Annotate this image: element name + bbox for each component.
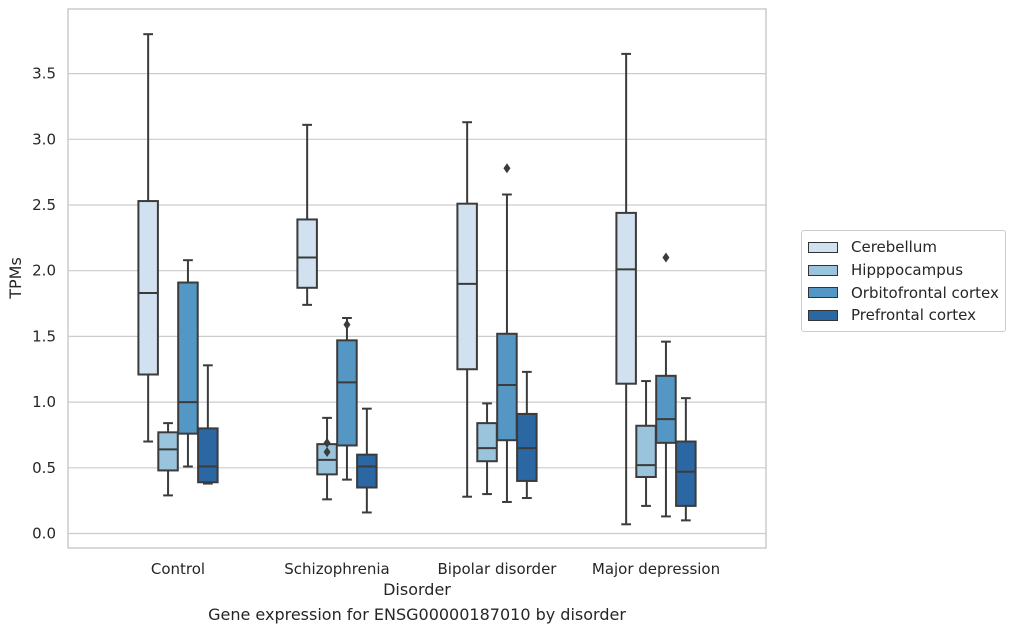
box-body	[336, 339, 358, 447]
legend-item: Hipppocampus	[808, 259, 1005, 282]
box-body	[496, 332, 518, 442]
y-tick-label: 2.0	[32, 262, 56, 280]
y-tick-label: 3.0	[32, 130, 56, 148]
box-cerebellum	[296, 123, 318, 306]
legend: Cerebellum Hipppocampus Orbitofrontal cort…	[801, 230, 1006, 332]
box-prefrontal-cortex	[356, 407, 378, 514]
y-axis-label: TPMs	[6, 257, 25, 300]
legend-item: Orbitofrontal cortex	[808, 281, 1005, 304]
box-hipppocampus	[316, 416, 338, 501]
box-body	[675, 440, 697, 507]
y-tick-label: 0.0	[32, 525, 56, 543]
box-body	[157, 431, 179, 472]
box-prefrontal-cortex	[197, 364, 219, 485]
x-tick-label: Bipolar disorder	[438, 560, 558, 578]
legend-label: Orbitofrontal cortex	[851, 283, 999, 302]
boxes	[137, 33, 697, 526]
plot-area-frame	[67, 8, 767, 549]
legend-label: Hipppocampus	[851, 261, 964, 280]
box-body	[456, 202, 478, 371]
x-tick-label: Major depression	[592, 560, 720, 578]
outlier-point	[343, 319, 351, 330]
y-tick-label: 3.5	[32, 65, 56, 83]
legend-label: Prefrontal cortex	[851, 306, 976, 325]
box-body	[615, 211, 637, 385]
box-prefrontal-cortex	[516, 370, 538, 500]
box-cerebellum	[456, 121, 478, 498]
x-axis-ticks: Control Schizophrenia Bipolar disorder Majo…	[151, 560, 720, 578]
box-orbitofrontal-cortex	[496, 163, 518, 503]
box-body	[137, 200, 159, 376]
x-axis-label: Disorder	[383, 580, 451, 599]
box-body	[177, 281, 199, 435]
y-tick-label: 1.5	[32, 327, 56, 345]
box-hipppocampus	[635, 380, 657, 507]
box-hipppocampus	[157, 422, 179, 497]
box-cerebellum	[137, 33, 159, 443]
box-body	[296, 218, 318, 289]
legend-item: Prefrontal cortex	[808, 304, 1005, 327]
x-tick-label: Control	[151, 560, 205, 578]
y-tick-label: 0.5	[32, 459, 56, 477]
box-orbitofrontal-cortex	[177, 259, 199, 468]
outlier-point	[503, 163, 511, 174]
outlier-point	[323, 447, 331, 458]
legend-label: Cerebellum	[851, 238, 937, 257]
box-body	[655, 374, 677, 444]
y-tick-label: 1.0	[32, 393, 56, 411]
outlier-point	[323, 437, 331, 448]
legend-swatch	[808, 287, 838, 299]
legend-item: Cerebellum	[808, 236, 1005, 259]
box-orbitofrontal-cortex	[336, 317, 358, 481]
y-axis-ticks: 0.0 0.5 1.0 1.5 2.0 2.5 3.0 3.5	[32, 65, 56, 543]
box-body	[197, 427, 219, 484]
box-body	[635, 424, 657, 478]
chart-caption: Gene expression for ENSG00000187010 by d…	[208, 605, 626, 624]
legend-swatch	[808, 309, 838, 321]
y-tick-label: 2.5	[32, 196, 56, 214]
legend-swatch	[808, 264, 838, 276]
box-prefrontal-cortex	[675, 397, 697, 522]
box-orbitofrontal-cortex	[655, 252, 677, 518]
box-hipppocampus	[476, 402, 498, 496]
box-body	[476, 422, 498, 463]
x-tick-label: Schizophrenia	[284, 560, 389, 578]
box-cerebellum	[615, 52, 637, 526]
box-body	[356, 453, 378, 489]
legend-swatch	[808, 241, 838, 253]
outlier-point	[662, 252, 670, 263]
